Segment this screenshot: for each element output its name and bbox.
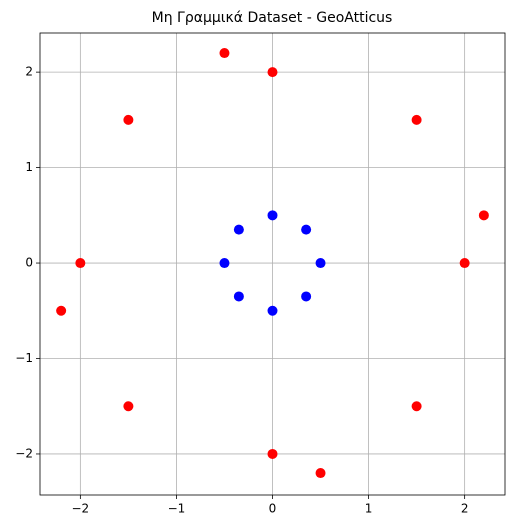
point [301,224,312,235]
y-tick-label: 1 [25,160,33,174]
chart-title: Μη Γραμμικά Dataset - GeoAtticus [152,10,393,26]
point [75,258,86,269]
point [267,67,278,78]
point [301,291,312,302]
point [315,258,326,269]
y-tick-label: 2 [25,65,33,79]
y-tick-label: 0 [25,256,33,270]
point [233,224,244,235]
point [459,258,470,269]
point [123,114,134,125]
x-tick-label: −1 [168,502,186,516]
point [233,291,244,302]
x-tick-label: −2 [71,502,89,516]
y-tick-label: −2 [15,446,33,460]
point [267,210,278,221]
x-tick-label: 2 [461,502,469,516]
point [478,210,489,221]
x-tick-label: 0 [269,502,277,516]
point [123,401,134,412]
x-tick-label: 1 [365,502,373,516]
point [56,305,67,316]
point [315,468,326,479]
point [411,114,422,125]
point [219,48,230,59]
plot-frame [39,32,506,496]
point [219,258,230,269]
point [267,305,278,316]
point [267,448,278,459]
point [411,401,422,412]
y-tick-label: −1 [15,351,33,365]
